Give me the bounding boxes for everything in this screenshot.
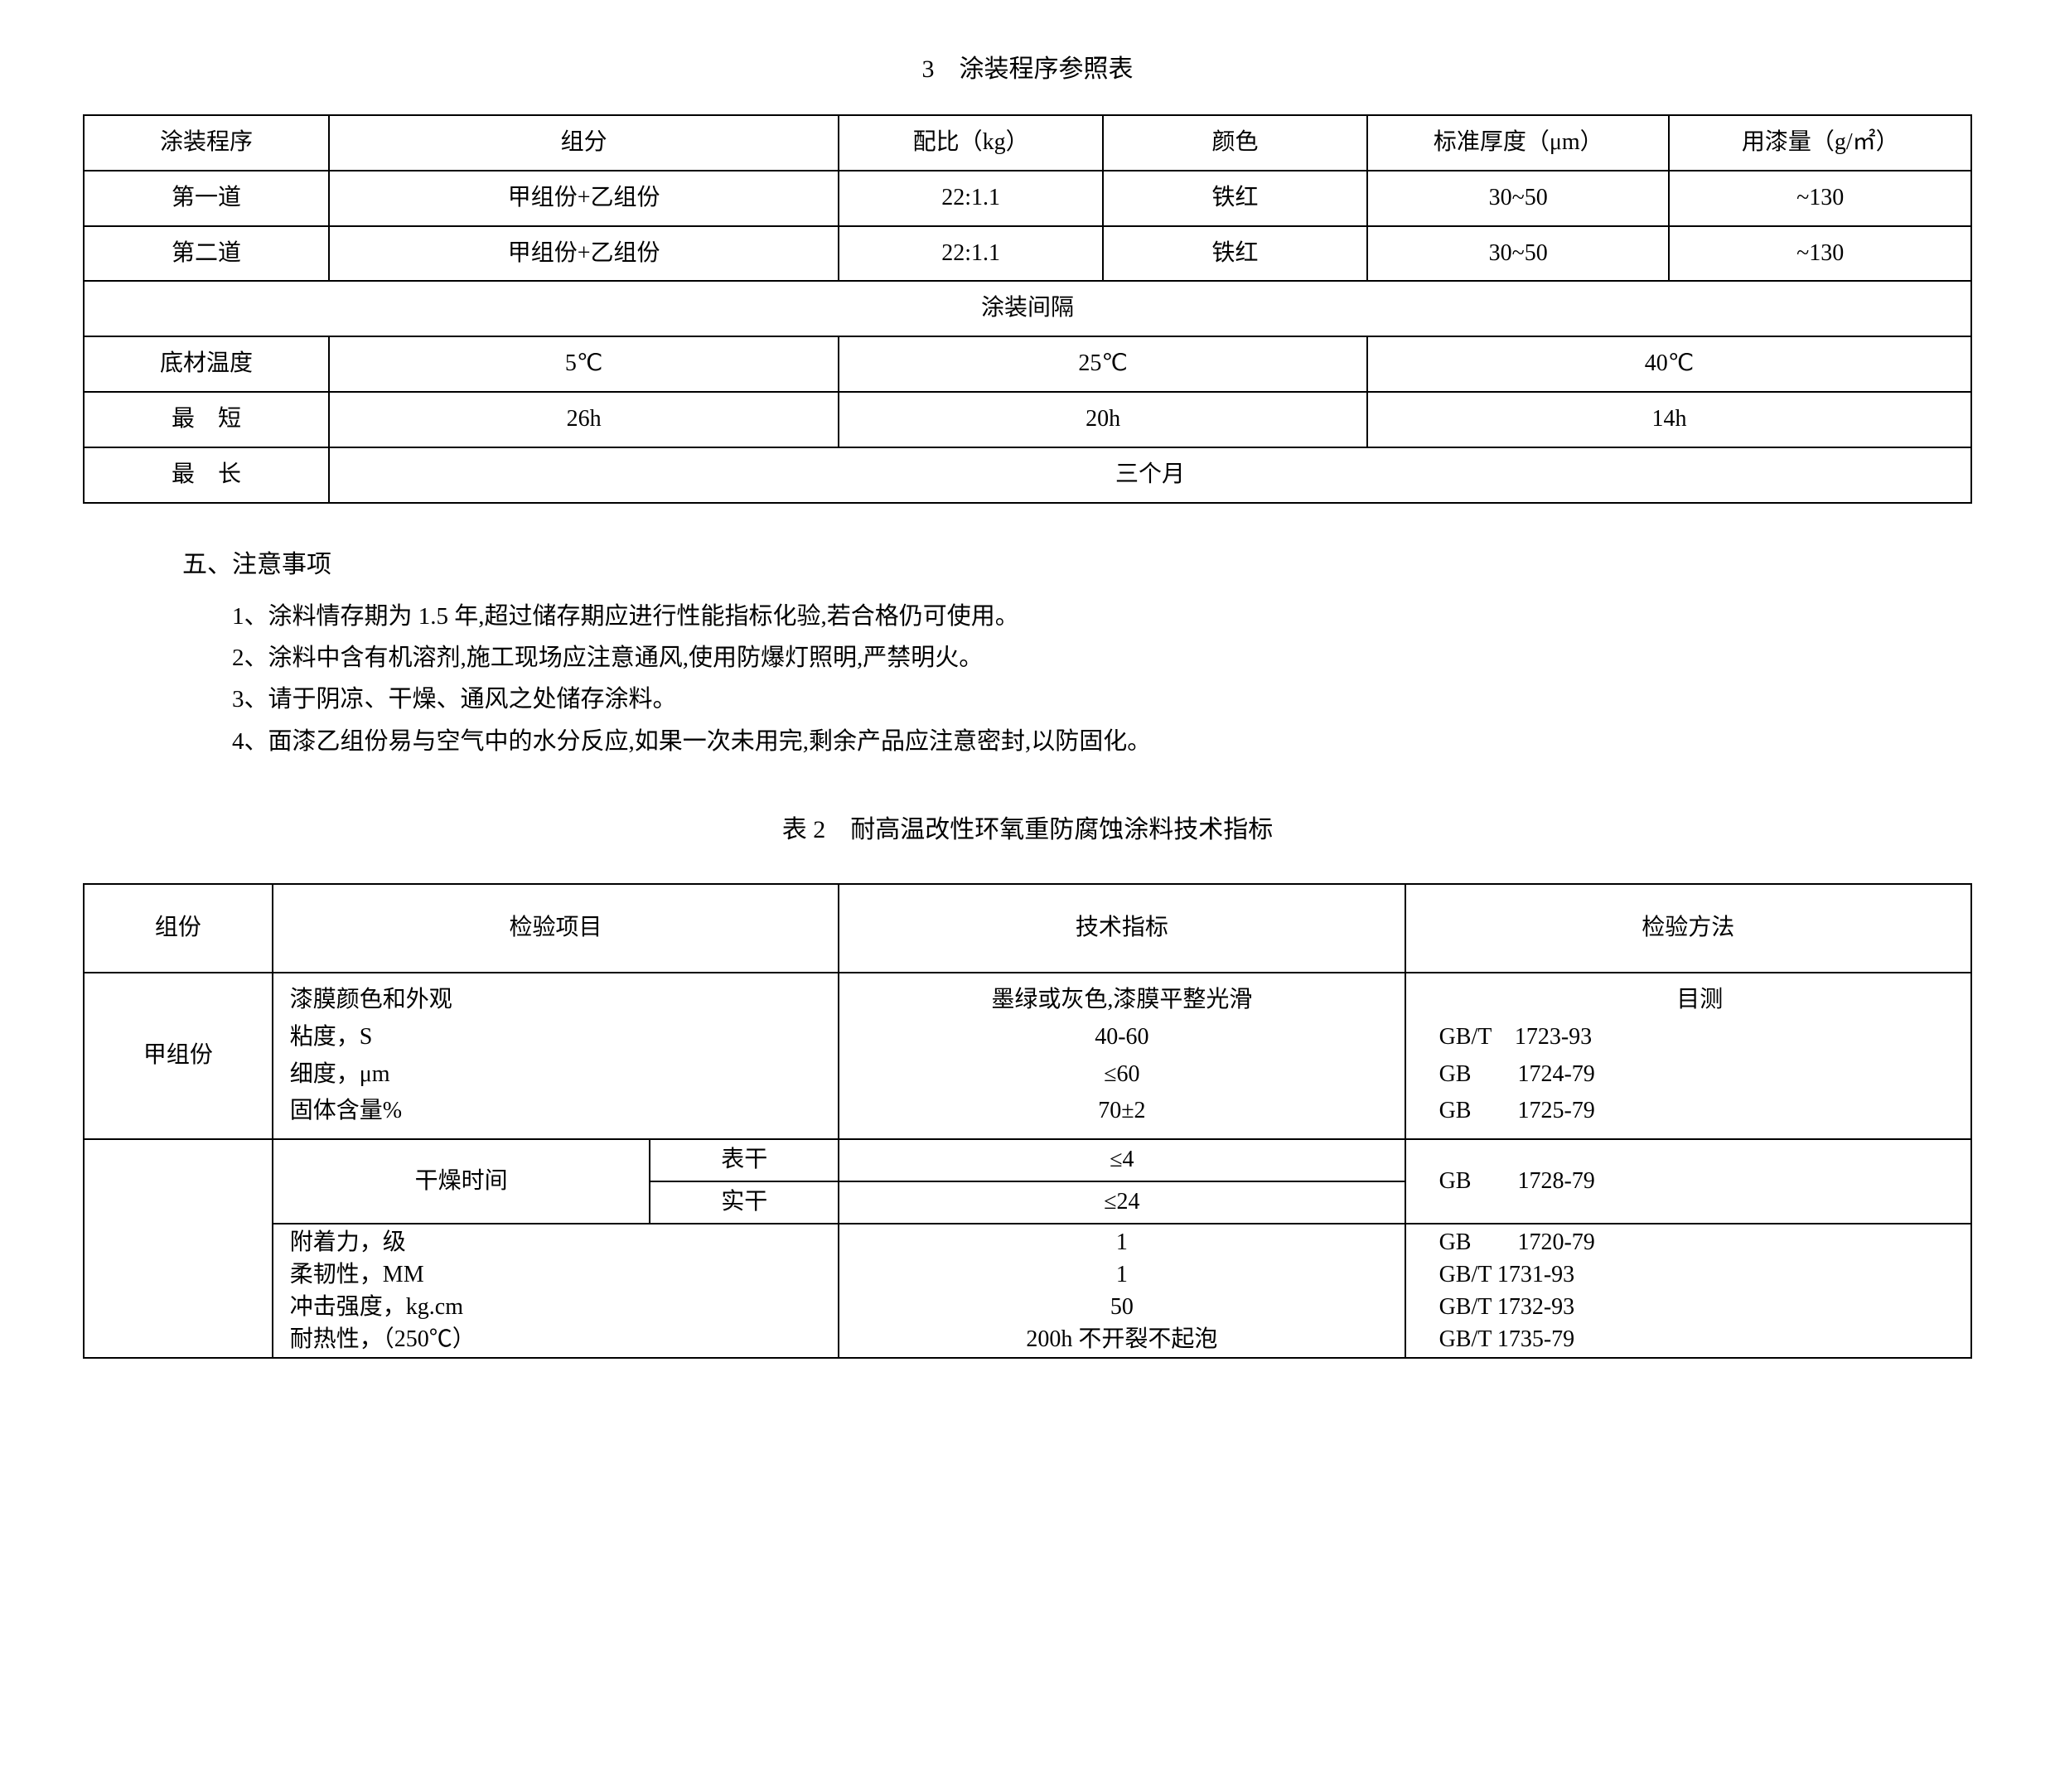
cell: 26h (329, 392, 839, 447)
cell: 1 1 50 200h 不开裂不起泡 (839, 1224, 1405, 1359)
cell: 墨绿或灰色,漆膜平整光滑 40-60 ≤60 70±2 (839, 973, 1405, 1139)
table-row: 第二道 甲组份+乙组份 22:1.1 铁红 30~50 ~130 (84, 226, 1971, 282)
cell: 22:1.1 (839, 226, 1103, 282)
col-header: 配比（kg） (839, 115, 1103, 171)
table1-title: 3 涂装程序参照表 (83, 50, 1972, 89)
table-row: 第一道 甲组份+乙组份 22:1.1 铁红 30~50 ~130 (84, 171, 1971, 226)
col-header: 颜色 (1103, 115, 1367, 171)
method: GB/T 1723-93 (1439, 1019, 1961, 1056)
cell: GB 1720-79 GB/T 1731-93 GB/T 1732-93 GB/… (1405, 1224, 1971, 1359)
cell: 25℃ (839, 336, 1367, 392)
cell: 三个月 (329, 447, 1971, 503)
cell: 最 长 (84, 447, 329, 503)
cell: 40℃ (1367, 336, 1971, 392)
item: 附着力，级 (290, 1226, 821, 1258)
spec: 1 (849, 1226, 1394, 1258)
cell: 甲组份+乙组份 (329, 171, 839, 226)
spec: 70±2 (849, 1093, 1394, 1130)
cell: 30~50 (1367, 171, 1669, 226)
note-item: 1、涂料情存期为 1.5 年,超过储存期应进行性能指标化验,若合格仍可使用。 (83, 597, 1972, 635)
item: 漆膜颜色和外观 (290, 982, 828, 1019)
cell: 目测 GB/T 1723-93 GB 1724-79 GB 1725-79 (1405, 973, 1971, 1139)
cell: 底材温度 (84, 336, 329, 392)
cell: 20h (839, 392, 1367, 447)
col-header: 组份 (84, 884, 273, 973)
cell: 22:1.1 (839, 171, 1103, 226)
note-item: 4、面漆乙组份易与空气中的水分反应,如果一次未用完,剩余产品应注意密封,以防固化… (83, 722, 1972, 761)
item: 粘度，S (290, 1019, 828, 1056)
method: GB/T 1732-93 (1439, 1291, 1937, 1323)
table-row: 甲组份 漆膜颜色和外观 粘度，S 细度，μm 固体含量% 墨绿或灰色,漆膜平整光… (84, 973, 1971, 1139)
spec: 1 (849, 1258, 1394, 1291)
cell: 铁红 (1103, 171, 1367, 226)
item: 冲击强度，kg.cm (290, 1291, 821, 1323)
cell: ~130 (1669, 171, 1971, 226)
dry-time-label: 干燥时间 (273, 1139, 650, 1224)
table2-title: 表 2 耐高温改性环氧重防腐蚀涂料技术指标 (83, 810, 1972, 850)
spec: 50 (849, 1291, 1394, 1323)
table-row: 涂装程序 组分 配比（kg） 颜色 标准厚度（μm） 用漆量（g/㎡） (84, 115, 1971, 171)
method: 目测 (1439, 982, 1961, 1019)
cell: 表干 (650, 1139, 839, 1181)
method: GB 1725-79 (1439, 1093, 1961, 1130)
cell: 5℃ (329, 336, 839, 392)
cell: ≤4 (839, 1139, 1405, 1181)
coating-procedure-table: 涂装程序 组分 配比（kg） 颜色 标准厚度（μm） 用漆量（g/㎡） 第一道 … (83, 114, 1972, 504)
cell: 附着力，级 柔韧性，MM 冲击强度，kg.cm 耐热性，（250℃） (273, 1224, 839, 1359)
method: GB/T 1731-93 (1439, 1258, 1937, 1291)
cell: GB 1728-79 (1405, 1139, 1971, 1224)
col-header: 用漆量（g/㎡） (1669, 115, 1971, 171)
col-header: 技术指标 (839, 884, 1405, 973)
col-header: 检验项目 (273, 884, 839, 973)
item: 耐热性，（250℃） (290, 1323, 821, 1355)
note-item: 2、涂料中含有机溶剂,施工现场应注意通风,使用防爆灯照明,严禁明火。 (83, 639, 1972, 677)
table-row: 底材温度 5℃ 25℃ 40℃ (84, 336, 1971, 392)
cell: 第一道 (84, 171, 329, 226)
col-header: 标准厚度（μm） (1367, 115, 1669, 171)
cell: 30~50 (1367, 226, 1669, 282)
cell: 实干 (650, 1181, 839, 1224)
col-header: 组分 (329, 115, 839, 171)
col-header: 检验方法 (1405, 884, 1971, 973)
spec: ≤60 (849, 1056, 1394, 1094)
cell: ~130 (1669, 226, 1971, 282)
spec: 200h 不开裂不起泡 (849, 1323, 1394, 1355)
cell: ≤24 (839, 1181, 1405, 1224)
item: 细度，μm (290, 1056, 828, 1094)
item: 固体含量% (290, 1093, 828, 1130)
item: 柔韧性，MM (290, 1258, 821, 1291)
cell: 最 短 (84, 392, 329, 447)
tech-spec-table: 组份 检验项目 技术指标 检验方法 甲组份 漆膜颜色和外观 粘度，S 细度，μm… (83, 883, 1972, 1359)
table-row: 涂装间隔 (84, 281, 1971, 336)
cell: 漆膜颜色和外观 粘度，S 细度，μm 固体含量% (273, 973, 839, 1139)
table-row: 附着力，级 柔韧性，MM 冲击强度，kg.cm 耐热性，（250℃） 1 1 5… (84, 1224, 1971, 1359)
table-row: 最 短 26h 20h 14h (84, 392, 1971, 447)
cell: 第二道 (84, 226, 329, 282)
empty-group (84, 1139, 273, 1358)
note-item: 3、请于阴凉、干燥、通风之处储存涂料。 (83, 680, 1972, 718)
interval-header: 涂装间隔 (84, 281, 1971, 336)
spec: 墨绿或灰色,漆膜平整光滑 (849, 982, 1394, 1019)
spec: 40-60 (849, 1019, 1394, 1056)
table-row: 组份 检验项目 技术指标 检验方法 (84, 884, 1971, 973)
cell: 铁红 (1103, 226, 1367, 282)
cell: 甲组份+乙组份 (329, 226, 839, 282)
notes-heading: 五、注意事项 (83, 545, 1972, 585)
table-row: 最 长 三个月 (84, 447, 1971, 503)
method: GB 1720-79 (1439, 1226, 1937, 1258)
method: GB/T 1735-79 (1439, 1323, 1937, 1355)
table-row: 干燥时间 表干 ≤4 GB 1728-79 (84, 1139, 1971, 1181)
cell: 14h (1367, 392, 1971, 447)
group-a-label: 甲组份 (84, 973, 273, 1139)
col-header: 涂装程序 (84, 115, 329, 171)
method: GB 1724-79 (1439, 1056, 1961, 1094)
